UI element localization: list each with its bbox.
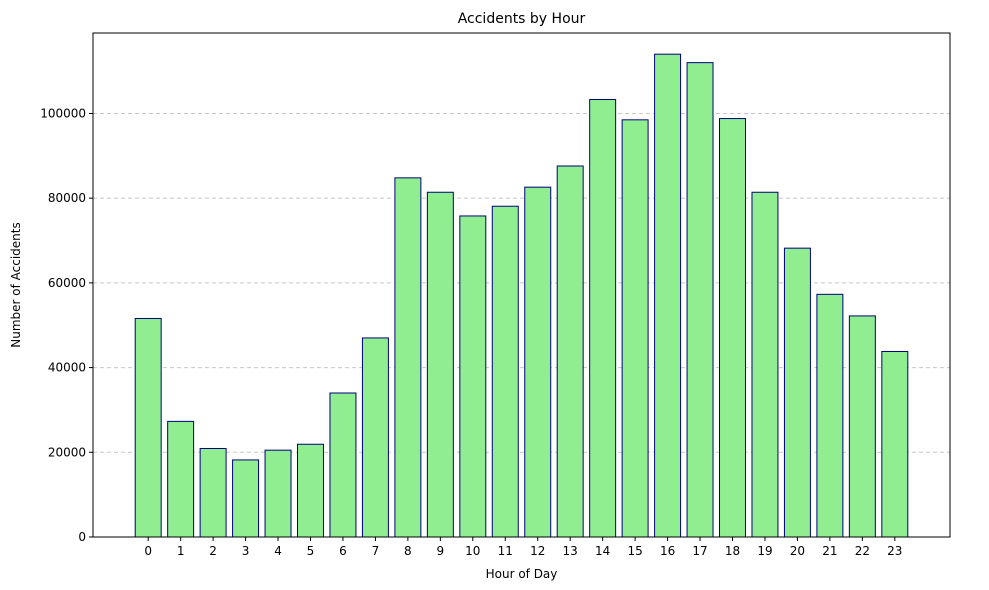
x-tick-label: 10 — [465, 544, 480, 558]
x-tick-label: 22 — [855, 544, 870, 558]
x-tick-label: 6 — [339, 544, 347, 558]
bar-hour-5 — [297, 443, 324, 538]
y-tick-label: 20000 — [48, 445, 86, 459]
x-tick-label: 2 — [209, 544, 217, 558]
x-tick-label: 21 — [822, 544, 837, 558]
y-tick-label: 80000 — [48, 191, 86, 205]
bar-hour-6 — [329, 392, 357, 538]
bar-hour-23 — [881, 350, 909, 538]
y-tick-label: 60000 — [48, 276, 86, 290]
bar-hour-14 — [589, 98, 617, 538]
x-tick-label: 13 — [563, 544, 578, 558]
y-ticks: 0 20000 40000 60000 80000 100000 — [40, 106, 93, 544]
x-tick-label: 14 — [595, 544, 610, 558]
x-tick-label: 16 — [660, 544, 675, 558]
x-tick-label: 23 — [887, 544, 902, 558]
bars — [134, 53, 909, 538]
x-tick-label: 0 — [144, 544, 152, 558]
x-tick-label: 17 — [692, 544, 707, 558]
bar-hour-12 — [524, 186, 552, 538]
x-tick-label: 8 — [404, 544, 412, 558]
bar-hour-0 — [134, 317, 162, 538]
y-axis-label: Number of Accidents — [9, 222, 23, 348]
bar-hour-7 — [361, 337, 389, 538]
x-tick-label: 9 — [437, 544, 445, 558]
x-ticks: 0 1 2 3 4 5 6 7 8 9 10 11 12 13 14 15 16 17 18 19 20 21 22 23 — [144, 537, 902, 558]
bar-hour-1 — [167, 420, 195, 538]
x-tick-label: 18 — [725, 544, 740, 558]
x-tick-label: 12 — [530, 544, 545, 558]
x-tick-label: 4 — [274, 544, 282, 558]
bar-hour-8 — [394, 177, 422, 538]
bar-hour-10 — [459, 215, 487, 538]
bar-hour-17 — [686, 62, 714, 538]
x-tick-label: 5 — [307, 544, 315, 558]
bar-hour-21 — [816, 293, 844, 538]
y-tick-label: 100000 — [40, 106, 86, 120]
y-tick-label: 0 — [78, 530, 86, 544]
x-tick-label: 15 — [627, 544, 642, 558]
bar-hour-2 — [199, 447, 227, 538]
bar-hour-16 — [654, 53, 682, 538]
plot-frame — [92, 32, 951, 538]
bar-hour-20 — [783, 247, 811, 538]
x-tick-label: 19 — [757, 544, 772, 558]
bar-hour-9 — [426, 191, 454, 538]
bar-hour-19 — [751, 191, 779, 538]
bar-hour-18 — [719, 118, 746, 538]
x-tick-label: 3 — [242, 544, 250, 558]
x-tick-label: 7 — [372, 544, 380, 558]
bar-hour-13 — [556, 165, 584, 538]
y-tick-label: 40000 — [48, 361, 86, 375]
chart-title: Accidents by Hour — [458, 11, 586, 27]
bar-hour-15 — [621, 119, 649, 538]
x-axis-label: Hour of Day — [486, 567, 558, 581]
x-tick-label: 11 — [498, 544, 513, 558]
bar-hour-22 — [848, 315, 876, 538]
x-tick-label: 1 — [177, 544, 185, 558]
bar-hour-3 — [232, 459, 260, 538]
x-tick-label: 20 — [790, 544, 805, 558]
bar-hour-4 — [264, 449, 292, 538]
bar-hour-11 — [491, 205, 519, 538]
